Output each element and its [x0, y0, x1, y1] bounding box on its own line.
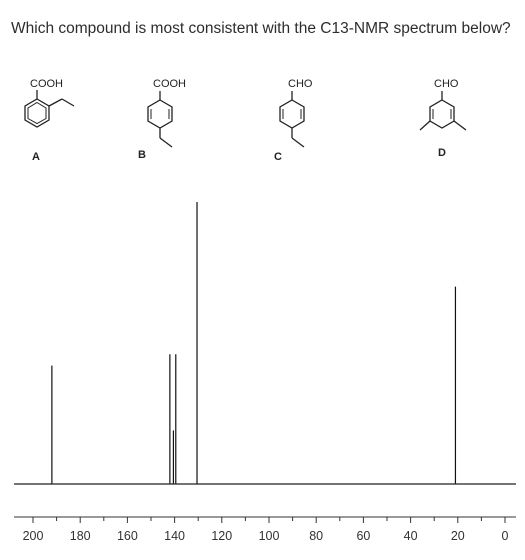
tick-label: 200	[23, 529, 44, 543]
question-text: Which compound is most consistent with t…	[11, 20, 511, 37]
compound-letter-b: B	[138, 149, 146, 161]
tick-label: 100	[259, 529, 280, 543]
compound-letter-c: C	[274, 151, 282, 163]
compound-structures: COOH COOH CHO CHO A B C D	[24, 78, 467, 163]
group-label-c: CHO	[288, 78, 313, 90]
tick-label: 40	[404, 529, 418, 543]
x-axis-ticks	[32, 517, 506, 523]
tick-label: 160	[117, 529, 138, 543]
x-axis-tick-labels: 200 180 160 140 120 100 80 60 40 20 0	[23, 529, 509, 543]
tick-label: 180	[70, 529, 91, 543]
structure-d	[419, 91, 467, 131]
group-label-b: COOH	[153, 78, 186, 90]
compound-letter-d: D	[438, 147, 446, 159]
compound-letter-a: A	[32, 151, 40, 163]
peaks-layer	[51, 202, 457, 484]
group-label-d: CHO	[434, 78, 459, 90]
tick-label: 120	[211, 529, 232, 543]
tick-label: 20	[451, 529, 465, 543]
structure-b	[147, 91, 173, 148]
tick-label: 140	[164, 529, 185, 543]
structure-a	[24, 90, 75, 128]
tick-label: 60	[356, 529, 370, 543]
tick-label: 0	[502, 529, 509, 543]
tick-label: 80	[309, 529, 323, 543]
structure-c	[279, 91, 305, 148]
group-label-a: COOH	[30, 78, 63, 90]
